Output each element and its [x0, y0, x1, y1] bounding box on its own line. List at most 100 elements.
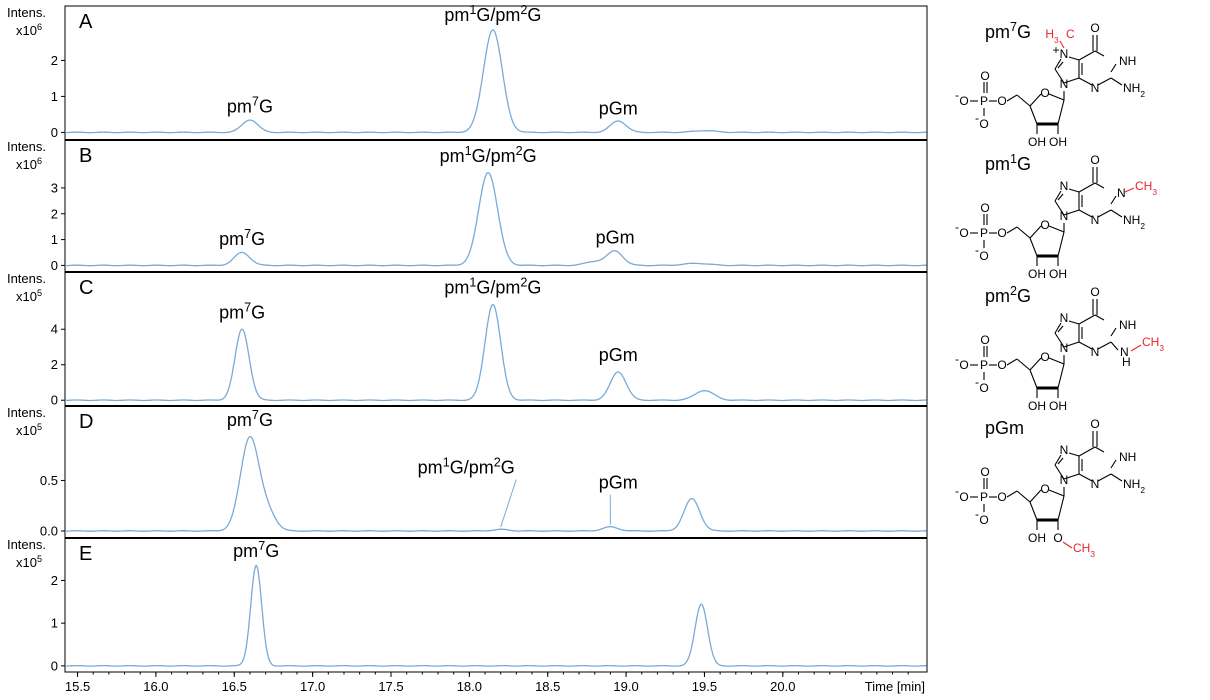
x-tick-label: 16.5 — [222, 679, 247, 694]
atom-label: O — [979, 249, 988, 263]
panel-e: E Intens. x105 0 1 2 pm7G — [7, 537, 928, 673]
panel-b: B Intens. x106 0 1 2 3 pm7G pm1G/pm2G pGm — [7, 139, 928, 273]
y-axis-multiplier: x105 — [16, 422, 42, 438]
bond — [1063, 341, 1080, 348]
atom-label: N — [1060, 47, 1069, 61]
trace-line — [65, 435, 927, 532]
bond — [1124, 187, 1135, 193]
bond — [1016, 358, 1031, 371]
peak-label: pm1G/pm2G — [440, 144, 537, 166]
atom-label: O — [980, 333, 989, 347]
x-axis-title: Time [min] — [865, 679, 925, 694]
atom-label: N — [1091, 345, 1100, 359]
atom-label: O — [959, 490, 968, 504]
structure-name: pm1G — [985, 152, 1031, 174]
atom-label: N — [1117, 186, 1126, 200]
structure-name: pGm — [985, 418, 1024, 438]
x-tick-label: 18.5 — [535, 679, 560, 694]
atom-label: - — [975, 375, 979, 389]
bond — [1068, 56, 1080, 61]
x-tick-label: 16.0 — [143, 679, 168, 694]
atom-label: O — [980, 69, 989, 83]
panel-d: D Intens. x105 0.0 0.5 pm7G pm1G/pm2G pGm — [7, 405, 928, 539]
atom-label: - — [955, 484, 959, 498]
atom-label: H3 — [1045, 27, 1059, 45]
peak-label: pm1G/pm2G — [444, 3, 541, 25]
x-tick-label: 19.0 — [613, 679, 638, 694]
trace-line — [64, 172, 927, 267]
atom-label: O — [959, 358, 968, 372]
bond — [1054, 190, 1062, 202]
panel-letter: D — [79, 411, 93, 433]
atom-label: OH — [1049, 267, 1067, 281]
atom-label: OH — [1028, 135, 1046, 149]
bond — [1057, 363, 1065, 389]
bond — [1006, 490, 1018, 498]
y-axis-label: Intens. — [7, 271, 46, 286]
bond — [1029, 489, 1042, 503]
y-axis-multiplier: x106 — [16, 156, 42, 172]
atom-label: OH — [1049, 135, 1067, 149]
trace-line — [65, 29, 927, 134]
y-tick-label: 0.5 — [40, 473, 58, 488]
bond — [1094, 446, 1105, 453]
x-tick-label: 20.0 — [770, 679, 795, 694]
atom-label: P — [980, 358, 988, 372]
bond — [1057, 61, 1064, 69]
bond — [1110, 459, 1117, 469]
bond — [1097, 77, 1112, 86]
bond — [1029, 105, 1038, 125]
y-axis-label: Intens. — [7, 5, 46, 20]
atom-label: O — [959, 94, 968, 108]
y-axis-label: Intens. — [7, 537, 46, 552]
y-tick-label: 0.0 — [40, 523, 58, 538]
structure-name: pm2G — [985, 284, 1031, 306]
atom-label: O — [980, 201, 989, 215]
bond — [1068, 320, 1080, 325]
structure-name: pm7G — [985, 20, 1031, 42]
peak-label: pm1G/pm2G — [444, 276, 541, 298]
atom-label: - — [955, 220, 959, 234]
bond — [1110, 77, 1123, 86]
atom-label: N — [1060, 473, 1069, 487]
bond — [1029, 237, 1038, 257]
y-tick-label: 1 — [51, 232, 58, 247]
atom-label: OH — [1028, 399, 1046, 413]
atom-label: N — [1091, 213, 1100, 227]
y-tick-label: 0 — [51, 258, 58, 273]
peak-label: pGm — [599, 345, 638, 365]
bond — [1078, 314, 1096, 325]
bond — [1029, 501, 1038, 521]
peak-label: pm7G — [219, 227, 265, 249]
peak-label: pm7G — [227, 408, 273, 430]
bond — [1057, 99, 1065, 125]
peak-label: pm7G — [233, 539, 279, 561]
atom-label: P — [980, 490, 988, 504]
atom-label: - — [955, 88, 959, 102]
atom-label: OH — [1028, 531, 1046, 545]
y-tick-label: 3 — [51, 180, 58, 195]
bond — [1110, 473, 1123, 482]
bond — [1078, 182, 1096, 193]
y-tick-label: 1 — [51, 616, 58, 631]
y-tick-label: 0 — [51, 393, 58, 408]
atom-label: NH — [1119, 54, 1136, 68]
bond — [1054, 58, 1062, 70]
atom-label: N — [1060, 209, 1069, 223]
peak-leader — [500, 479, 517, 528]
y-tick-label: 2 — [51, 206, 58, 221]
atom-label: O — [1040, 350, 1049, 364]
peak-label: pm7G — [219, 301, 265, 323]
atom-label: N — [1060, 77, 1069, 91]
bond — [1006, 358, 1018, 366]
atom-label: N — [1060, 179, 1069, 193]
y-axis-label: Intens. — [7, 405, 46, 420]
bond — [1054, 454, 1062, 466]
bond — [1048, 93, 1065, 101]
bond — [1054, 68, 1065, 84]
panel-letter: C — [79, 277, 93, 299]
atom-label: O — [959, 226, 968, 240]
bond — [1097, 341, 1112, 350]
